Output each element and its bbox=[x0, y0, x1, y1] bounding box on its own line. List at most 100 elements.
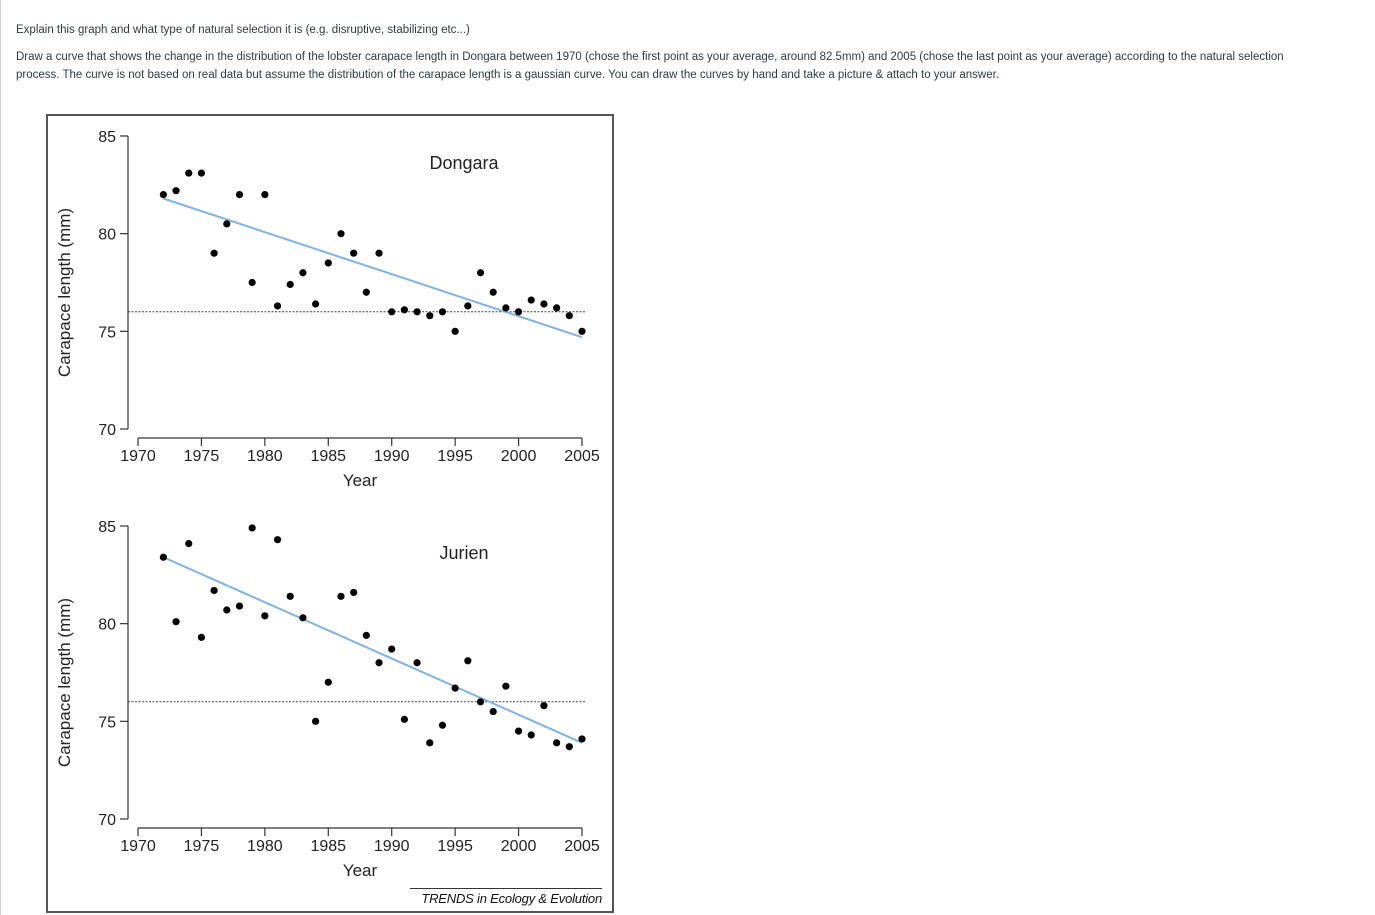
figure-source: TRENDS in Ecology & Evolution bbox=[410, 888, 602, 906]
data-point bbox=[426, 739, 434, 747]
data-point bbox=[210, 249, 218, 257]
question-line-1: Explain this graph and what type of natu… bbox=[16, 24, 470, 36]
x-tick-label: 1970 bbox=[120, 838, 156, 855]
data-point bbox=[514, 727, 523, 735]
data-point bbox=[362, 631, 370, 639]
data-point bbox=[451, 327, 459, 335]
y-tick-label: 80 bbox=[98, 227, 116, 244]
data-point bbox=[350, 249, 358, 257]
question-line-2: Draw a curve that shows the change in th… bbox=[16, 51, 1284, 63]
y-tick-label: 85 bbox=[98, 129, 116, 146]
y-tick-label: 70 bbox=[98, 422, 116, 439]
data-point bbox=[426, 312, 434, 320]
data-point bbox=[527, 731, 535, 739]
x-tick-label: 1980 bbox=[247, 448, 283, 465]
data-point bbox=[286, 280, 294, 289]
data-point bbox=[159, 553, 167, 561]
data-point bbox=[223, 606, 231, 614]
data-point bbox=[502, 304, 510, 312]
data-point bbox=[273, 302, 282, 310]
data-point bbox=[413, 308, 421, 316]
data-point bbox=[476, 269, 485, 277]
data-point bbox=[565, 743, 573, 751]
data-point bbox=[438, 308, 447, 316]
y-tick-label: 80 bbox=[98, 617, 116, 634]
figure-source-text: TRENDS in Ecology & Evolution bbox=[421, 891, 602, 906]
data-point bbox=[185, 539, 193, 548]
data-point bbox=[553, 739, 561, 747]
data-point bbox=[337, 592, 345, 600]
y-tick-label: 75 bbox=[98, 714, 116, 731]
x-tick-label: 2005 bbox=[564, 838, 600, 855]
data-point bbox=[464, 302, 472, 310]
x-axis-label: Year bbox=[343, 861, 378, 880]
question-line-3: process. The curve is not based on real … bbox=[16, 69, 999, 81]
data-point bbox=[565, 312, 573, 320]
x-tick-label: 1995 bbox=[437, 448, 473, 465]
data-point bbox=[527, 296, 535, 304]
data-point bbox=[438, 721, 447, 729]
x-tick-label: 1995 bbox=[437, 838, 473, 855]
data-point bbox=[489, 707, 497, 716]
data-point bbox=[489, 288, 497, 296]
page-left-border bbox=[0, 0, 1, 915]
data-point bbox=[235, 191, 244, 199]
data-point bbox=[375, 659, 383, 667]
data-point bbox=[540, 300, 548, 308]
x-tick-label: 2000 bbox=[501, 838, 537, 855]
y-axis-label: Carapace length (mm) bbox=[55, 208, 74, 377]
data-point bbox=[172, 187, 180, 195]
data-point bbox=[235, 602, 244, 610]
data-point bbox=[261, 612, 269, 620]
data-point bbox=[324, 259, 332, 267]
data-point bbox=[553, 304, 561, 312]
data-point bbox=[464, 657, 472, 665]
y-tick-label: 70 bbox=[98, 812, 116, 829]
x-tick-label: 2000 bbox=[501, 448, 537, 465]
data-point bbox=[476, 698, 485, 706]
data-point bbox=[451, 684, 459, 692]
data-point bbox=[299, 614, 307, 622]
data-point bbox=[261, 191, 269, 199]
x-tick-label: 1985 bbox=[310, 838, 346, 855]
data-point bbox=[578, 327, 586, 335]
trend-line bbox=[163, 197, 583, 339]
y-tick-label: 75 bbox=[98, 324, 116, 341]
data-point bbox=[210, 586, 218, 595]
data-point bbox=[197, 633, 206, 641]
x-tick-label: 1975 bbox=[184, 448, 220, 465]
data-point bbox=[197, 169, 206, 177]
data-point bbox=[502, 682, 510, 690]
question-text: Explain this graph and what type of natu… bbox=[16, 21, 1336, 84]
data-point bbox=[273, 536, 282, 544]
data-point bbox=[362, 288, 370, 296]
x-axis-label: Year bbox=[343, 471, 378, 490]
chart-title: Dongara bbox=[429, 153, 499, 173]
data-point bbox=[223, 220, 231, 228]
figure-svg: 70 75 80 85 1970 1975 1980 1985 1990 1995 2000 2005… bbox=[55, 129, 600, 880]
x-tick-label: 1975 bbox=[184, 838, 220, 855]
data-point bbox=[312, 717, 320, 725]
y-axis-label: Carapace length (mm) bbox=[55, 598, 74, 767]
x-tick-label: 1990 bbox=[374, 448, 410, 465]
x-tick-label: 2005 bbox=[564, 448, 600, 465]
data-point bbox=[400, 306, 408, 314]
data-point bbox=[248, 278, 256, 287]
figure-panel: 70 75 80 85 1970 1975 1980 1985 1990 1995 2000 2005… bbox=[46, 114, 614, 913]
data-point bbox=[324, 678, 332, 686]
data-point bbox=[312, 300, 320, 308]
data-point bbox=[350, 588, 358, 597]
data-point bbox=[172, 618, 180, 626]
data-point bbox=[540, 702, 548, 710]
data-point bbox=[400, 715, 408, 723]
chart-title: Jurien bbox=[439, 543, 488, 563]
data-point bbox=[388, 645, 396, 653]
y-tick-label: 85 bbox=[98, 519, 116, 536]
data-point bbox=[514, 308, 523, 316]
data-point bbox=[286, 592, 294, 600]
data-point bbox=[375, 249, 383, 257]
data-point bbox=[248, 524, 256, 532]
data-point bbox=[299, 269, 307, 277]
data-point bbox=[185, 169, 193, 177]
x-tick-label: 1985 bbox=[310, 448, 346, 465]
